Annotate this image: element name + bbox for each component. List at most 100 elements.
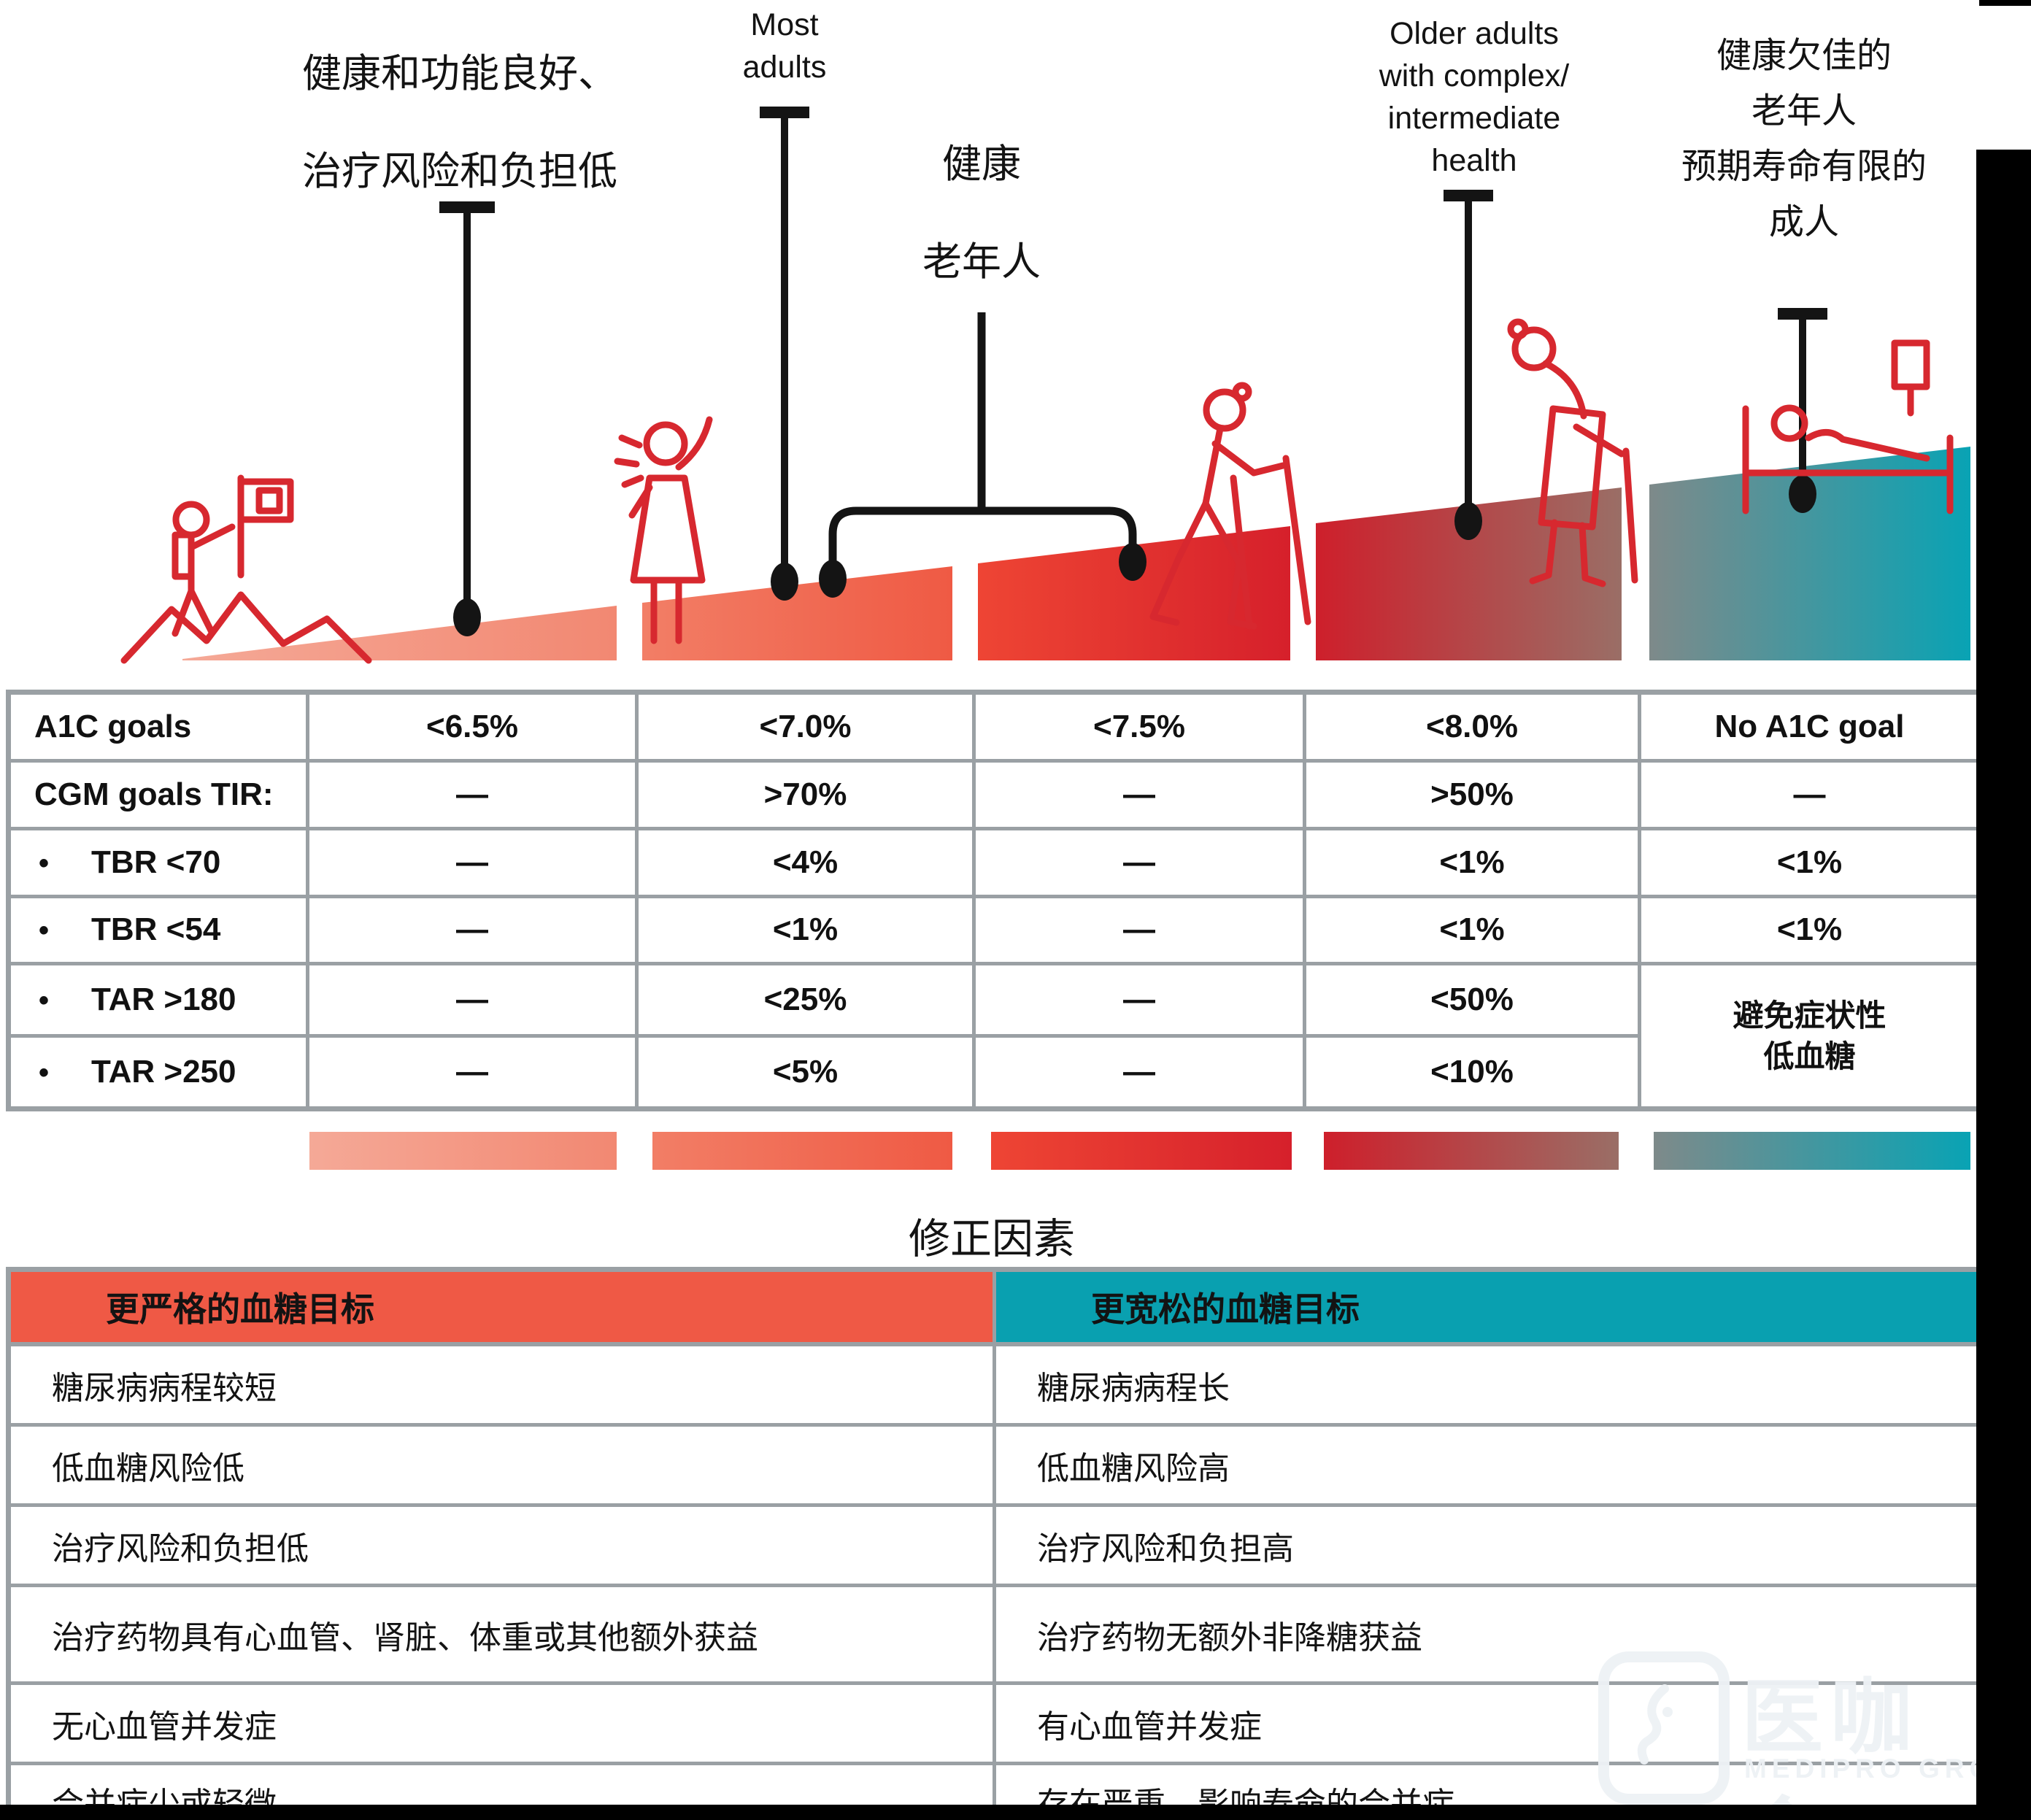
modifier-table: 更严格的血糖目标 更宽松的血糖目标 糖尿病病程较短 糖尿病病程长 低血糖风险低 … xyxy=(6,1267,1983,1820)
cell: 治疗药物无额外非降糖获益 xyxy=(993,1584,1982,1685)
label-complex-health: Older adults with complex/ intermediate … xyxy=(1306,13,1642,181)
cell: 治疗风险和负担高 xyxy=(993,1503,1982,1587)
frame-bar-top-right xyxy=(1979,0,2031,6)
row-label-text: TAR >250 xyxy=(91,1053,236,1090)
table-row: CGM goals TIR: — >70% — >50% — xyxy=(7,759,1982,830)
cell: <1% xyxy=(1638,894,1982,966)
gradient-strip-4 xyxy=(1324,1132,1619,1170)
table-row: A1C goals <6.5% <7.0% <7.5% <8.0% No A1C… xyxy=(7,690,1982,763)
frame-bar-bottom xyxy=(0,1805,2031,1820)
pointer-group-1 xyxy=(439,201,495,636)
pointer-dot xyxy=(1789,475,1816,513)
label-line: 健康和功能良好、 xyxy=(302,52,617,96)
cell: <50% xyxy=(1303,962,1641,1038)
header-stricter-goals: 更严格的血糖目标 xyxy=(7,1268,996,1346)
cell: — xyxy=(306,759,639,830)
row-label-tar-180: • TAR >180 xyxy=(7,962,309,1038)
pointer-group-4 xyxy=(1444,190,1493,540)
label-line: 健康欠佳的 xyxy=(1716,36,1892,75)
ramp-segment-3 xyxy=(978,526,1290,660)
pointer-bracket-group-3 xyxy=(819,312,1146,598)
label-line: health xyxy=(1431,143,1517,178)
ramp-segment-2 xyxy=(642,566,952,660)
row-label-text: TBR <70 xyxy=(91,844,221,880)
waving-woman-icon xyxy=(614,416,713,644)
pointer-dot xyxy=(819,560,847,598)
row-label-text: TAR >180 xyxy=(91,981,236,1017)
table-row: • TAR >180 — <25% — <50% 避免症状性 低血糖 xyxy=(7,962,1982,1111)
cell: <1% xyxy=(1638,826,1982,898)
gradient-strip-3 xyxy=(991,1132,1292,1170)
cell: <10% xyxy=(1303,1033,1641,1111)
cell-avoid-symptomatic-hypoglycemia: 避免症状性 低血糖 xyxy=(1638,962,1982,1111)
cell: <7.0% xyxy=(635,690,976,763)
pointer-dot xyxy=(771,563,798,601)
cell: 低血糖风险低 xyxy=(7,1423,996,1507)
table-row: 糖尿病病程较短 糖尿病病程长 xyxy=(7,1342,1982,1427)
row-label-cgm-goals: CGM goals TIR: xyxy=(7,759,309,830)
label-line: adults xyxy=(742,50,827,85)
cell: 糖尿病病程较短 xyxy=(7,1342,996,1427)
pointer-group-2 xyxy=(760,107,809,601)
pointer-group-5 xyxy=(1778,308,1827,513)
cell: 治疗药物具有心血管、肾脏、体重或其他额外获益 xyxy=(7,1584,996,1685)
cell: — xyxy=(972,894,1306,966)
cell: <4% xyxy=(635,826,976,898)
elderly-with-cane-icon xyxy=(1507,318,1638,587)
ramp-artwork xyxy=(120,107,1970,664)
cell: <1% xyxy=(1303,826,1641,898)
cell: 治疗风险和负担低 xyxy=(7,1503,996,1587)
label-healthy-low-burden: 健康和功能良好、 治疗风险和负担低 xyxy=(241,50,679,196)
cell: — xyxy=(972,759,1306,830)
bullet-icon: • xyxy=(39,847,50,879)
gradient-strip-1 xyxy=(309,1132,617,1170)
bracket-arms xyxy=(828,506,1137,560)
bullet-icon: • xyxy=(39,914,50,947)
pointer-dot xyxy=(1119,543,1146,581)
gradient-strip-2 xyxy=(652,1132,952,1170)
cell: — xyxy=(306,894,639,966)
gradient-strip-5 xyxy=(1654,1132,1970,1170)
label-poor-health-limited-life: 健康欠佳的 老年人 预期寿命有限的 成人 xyxy=(1622,36,1986,242)
modifier-header-row: 更严格的血糖目标 更宽松的血糖目标 xyxy=(7,1268,1982,1346)
label-line: 健康 xyxy=(942,142,1021,186)
pointer-dot xyxy=(453,598,481,636)
cell: — xyxy=(1638,759,1982,830)
label-line: with complex/ xyxy=(1379,58,1570,93)
label-line: intermediate xyxy=(1387,101,1561,136)
cell: — xyxy=(972,1033,1306,1111)
cell: <25% xyxy=(635,962,976,1038)
cell: No A1C goal xyxy=(1638,690,1982,763)
cell: — xyxy=(306,962,639,1038)
table-row: • TBR <54 — <1% — <1% <1% xyxy=(7,894,1982,966)
row-label-text: TBR <54 xyxy=(91,911,221,948)
label-most-adults: Most adults xyxy=(701,4,868,88)
cell: <5% xyxy=(635,1033,976,1111)
cell: — xyxy=(972,826,1306,898)
cell: <6.5% xyxy=(306,690,639,763)
label-line: 老年人 xyxy=(1751,92,1857,131)
label-line: 成人 xyxy=(1768,203,1839,242)
cell: — xyxy=(972,962,1306,1038)
section-title-modifiers: 修正因素 xyxy=(909,1216,1075,1262)
cell: <7.5% xyxy=(972,690,1306,763)
cell: 有心血管并发症 xyxy=(993,1681,1982,1765)
cell: >70% xyxy=(635,759,976,830)
row-label-tbr-70: • TBR <70 xyxy=(7,826,309,898)
cell: — xyxy=(306,826,639,898)
glycemic-goal-table: A1C goals <6.5% <7.0% <7.5% <8.0% No A1C… xyxy=(6,690,1983,1111)
ramp-segment-4 xyxy=(1316,487,1622,660)
bullet-icon: • xyxy=(39,984,50,1017)
label-line: Older adults xyxy=(1390,16,1559,51)
label-line: Most xyxy=(750,7,819,42)
pointer-dot xyxy=(1454,502,1482,540)
row-label-a1c-goals: A1C goals xyxy=(7,690,309,763)
table-row: 治疗药物具有心血管、肾脏、体重或其他额外获益 治疗药物无额外非降糖获益 xyxy=(7,1584,1982,1685)
ramp-segment-5 xyxy=(1649,447,1970,660)
label-line: 老年人 xyxy=(922,240,1041,284)
label-line: 治疗风险和负担低 xyxy=(302,150,617,193)
patient-in-bed-icon xyxy=(1742,339,1954,514)
cell: 无心血管并发症 xyxy=(7,1681,996,1765)
row-label-tar-250: • TAR >250 xyxy=(7,1033,309,1111)
